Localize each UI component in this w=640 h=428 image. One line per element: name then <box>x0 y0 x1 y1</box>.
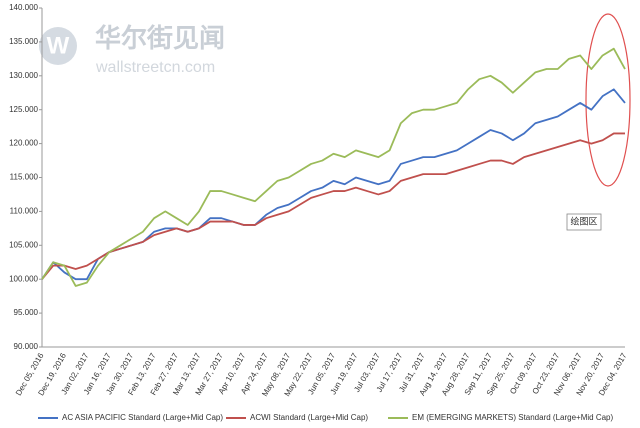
legend-label: EM (EMERGING MARKETS) Standard (Large+Mi… <box>412 413 614 422</box>
y-tick-label: 125.000 <box>9 105 38 114</box>
logo-mark: W <box>47 32 70 59</box>
y-tick-label: 105.000 <box>9 240 38 249</box>
logo <box>39 27 77 65</box>
y-tick-label: 100.000 <box>9 274 38 283</box>
series-line <box>41 47 626 287</box>
watermark-url: wallstreetcn.com <box>95 59 215 76</box>
y-tick-label: 95.000 <box>14 308 39 317</box>
series-line <box>41 88 626 281</box>
y-tick-label: 110.000 <box>10 207 39 216</box>
legend-label: ACWI Standard (Large+Mid Cap) <box>250 413 368 422</box>
y-tick-label: 140.000 <box>9 3 38 12</box>
y-tick-label: 115.000 <box>10 173 39 182</box>
y-tick-label: 90.000 <box>14 342 39 351</box>
series-line <box>41 132 625 280</box>
y-tick-label: 120.000 <box>9 139 38 148</box>
y-tick-label: 130.000 <box>9 71 38 80</box>
annotation-box <box>566 213 602 231</box>
legend-label: AC ASIA PACIFIC Standard (Large+Mid Cap) <box>62 413 223 422</box>
y-tick-label: 135.000 <box>9 37 38 46</box>
highlight-ellipse <box>585 13 631 187</box>
annotation: 绘图区 <box>570 215 597 226</box>
watermark-title: 华尔街见闻 <box>95 23 225 53</box>
